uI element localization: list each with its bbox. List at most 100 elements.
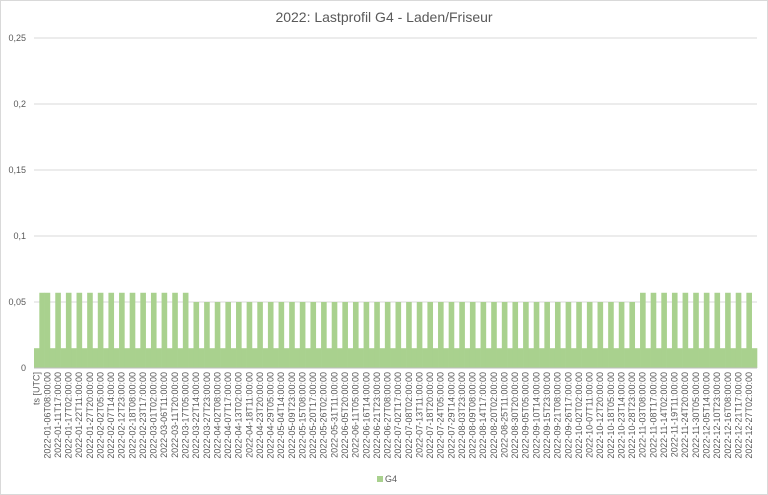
- bar: [305, 348, 311, 368]
- bar: [539, 348, 545, 368]
- bar: [55, 292, 61, 368]
- x-tick-label: 2022-10-18T05:00:00: [606, 372, 616, 459]
- x-tick-label: ts [UTC]: [32, 372, 42, 405]
- x-tick-label: 2022-03-06T11:00:00: [159, 372, 169, 458]
- bar: [608, 302, 614, 368]
- x-tick-label: 2022-11-30T05:00:00: [691, 372, 701, 458]
- bar: [438, 302, 444, 368]
- x-tick-label: 2022-08-14T17:00:00: [478, 372, 488, 459]
- x-tick-label: 2022-07-08T02:00:00: [404, 372, 414, 459]
- bar: [730, 348, 737, 368]
- bar: [92, 348, 99, 368]
- bar: [214, 302, 221, 368]
- y-tick-label: 0,05: [8, 297, 26, 307]
- bar: [278, 302, 285, 368]
- x-tick-label: 2022-02-23T17:00:00: [138, 372, 148, 459]
- bar: [289, 302, 295, 368]
- bar: [661, 292, 667, 368]
- x-tick-label: 2022-03-27T23:00:00: [202, 372, 212, 459]
- bar: [230, 348, 237, 368]
- bar: [751, 348, 758, 368]
- bar: [145, 348, 152, 368]
- x-tick-label: 2022-04-29T05:00:00: [266, 372, 276, 459]
- x-tick-label: 2022-09-10T14:00:00: [531, 372, 541, 459]
- bar: [453, 348, 460, 368]
- bar: [87, 292, 93, 368]
- bar: [570, 348, 577, 368]
- bar: [501, 302, 508, 368]
- bar: [257, 302, 263, 368]
- bar: [512, 302, 519, 368]
- bar: [39, 292, 45, 368]
- bar: [671, 292, 678, 368]
- bar: [315, 348, 322, 368]
- bar: [427, 302, 434, 368]
- bar: [60, 348, 67, 368]
- bar: [97, 292, 104, 368]
- x-tick-label: 2022-07-02T17:00:00: [393, 372, 403, 459]
- bar: [81, 348, 88, 368]
- y-tick-label: 0,15: [8, 165, 26, 175]
- bar: [262, 348, 269, 368]
- bar: [469, 302, 476, 368]
- bar: [166, 348, 173, 368]
- x-tick-label: 2022-07-18T20:00:00: [425, 372, 435, 459]
- bar: [523, 302, 529, 368]
- bar: [565, 302, 572, 368]
- bar: [640, 292, 646, 368]
- x-tick-label: 2022-09-26T17:00:00: [563, 372, 573, 459]
- x-tick-label: 2022-01-11T17:00:00: [53, 372, 63, 458]
- bar: [395, 302, 402, 368]
- bar: [416, 302, 423, 368]
- bar: [422, 348, 428, 368]
- bar: [554, 302, 561, 368]
- x-tick-label: 2022-04-18T11:00:00: [244, 372, 254, 458]
- bar: [374, 302, 380, 368]
- x-tick-label: 2022-02-02T05:00:00: [95, 372, 105, 459]
- x-tick-label: 2022-01-17T02:00:00: [64, 372, 74, 459]
- bar: [273, 348, 279, 368]
- x-tick-label: 2022-09-21T08:00:00: [553, 372, 563, 459]
- x-tick-label: 2022-05-20T17:00:00: [308, 372, 318, 459]
- x-tick-label: 2022-04-13T02:00:00: [234, 372, 244, 459]
- bar: [241, 348, 247, 368]
- bar: [581, 348, 588, 368]
- bar: [65, 292, 72, 368]
- x-tick-label: 2022-07-24T05:00:00: [436, 372, 446, 459]
- x-tick-label: 2022-09-05T05:00:00: [521, 372, 531, 459]
- y-tick-label: 0,2: [13, 99, 26, 109]
- bar: [299, 302, 306, 368]
- x-tick-label: 2022-07-13T11:00:00: [414, 372, 424, 458]
- x-tick-label: 2022-10-28T23:00:00: [627, 372, 637, 459]
- x-tick-label: 2022-05-15T08:00:00: [297, 372, 307, 459]
- bar: [76, 292, 83, 368]
- bar: [443, 348, 449, 368]
- x-tick-label: 2022-12-10T23:00:00: [712, 372, 722, 459]
- x-tick-label: 2022-11-03T08:00:00: [638, 372, 648, 458]
- bar: [528, 348, 535, 368]
- legend-label: G4: [385, 474, 397, 484]
- bar: [560, 348, 566, 368]
- bar: [156, 348, 162, 368]
- bar: [629, 302, 636, 368]
- bar: [533, 302, 540, 368]
- bar: [129, 292, 136, 368]
- bar: [204, 302, 210, 368]
- bar: [709, 348, 715, 368]
- x-tick-label: 2022-03-11T20:00:00: [170, 372, 180, 458]
- x-tick-label: 2022-04-23T20:00:00: [255, 372, 265, 459]
- bar: [719, 348, 726, 368]
- x-tick-label: 2022-05-09T23:00:00: [287, 372, 297, 459]
- x-tick-label: 2022-10-12T20:00:00: [595, 372, 605, 459]
- x-tick-label: 2022-10-02T02:00:00: [574, 372, 584, 459]
- x-tick-label: 2022-12-27T02:00:00: [744, 372, 754, 459]
- bar: [337, 348, 343, 368]
- x-tick-label: 2022-10-07T11:00:00: [585, 372, 595, 458]
- bar: [597, 302, 604, 368]
- x-tick-label: 2022-12-05T14:00:00: [701, 372, 711, 459]
- bar: [613, 348, 620, 368]
- bar: [714, 292, 721, 368]
- bar: [251, 348, 258, 368]
- x-tick-label: 2022-12-16T08:00:00: [723, 372, 733, 459]
